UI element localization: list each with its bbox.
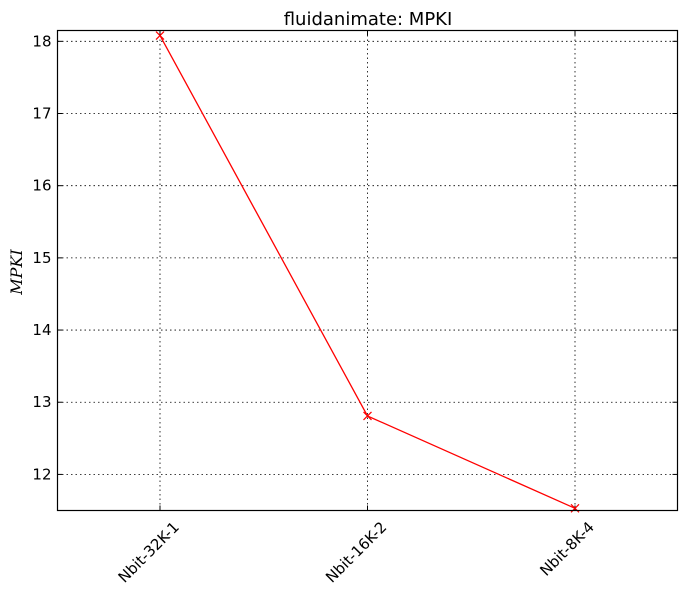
y-tick-label: 15 [32,249,51,267]
series-line [159,35,576,509]
x-tick-label: Nbit-16K-2 [322,518,390,586]
y-tick-label: 18 [32,32,51,50]
y-tick-label: 12 [32,465,51,483]
x-tick-label: Nbit-8K-4 [536,518,597,579]
grid-layer [57,30,678,511]
plot-frame [56,29,679,512]
chart-title: fluidanimate: MPKI [284,9,453,30]
y-tick-label: 14 [32,321,51,339]
y-tick-label: 13 [32,393,51,411]
data-point-marker [363,411,372,421]
x-tick-label: Nbit-32K-1 [115,518,183,586]
data-point-marker [155,31,165,40]
y-tick-label: 17 [32,105,51,123]
y-axis-label: MPKI [7,249,26,296]
y-tick-label: 16 [32,177,51,195]
